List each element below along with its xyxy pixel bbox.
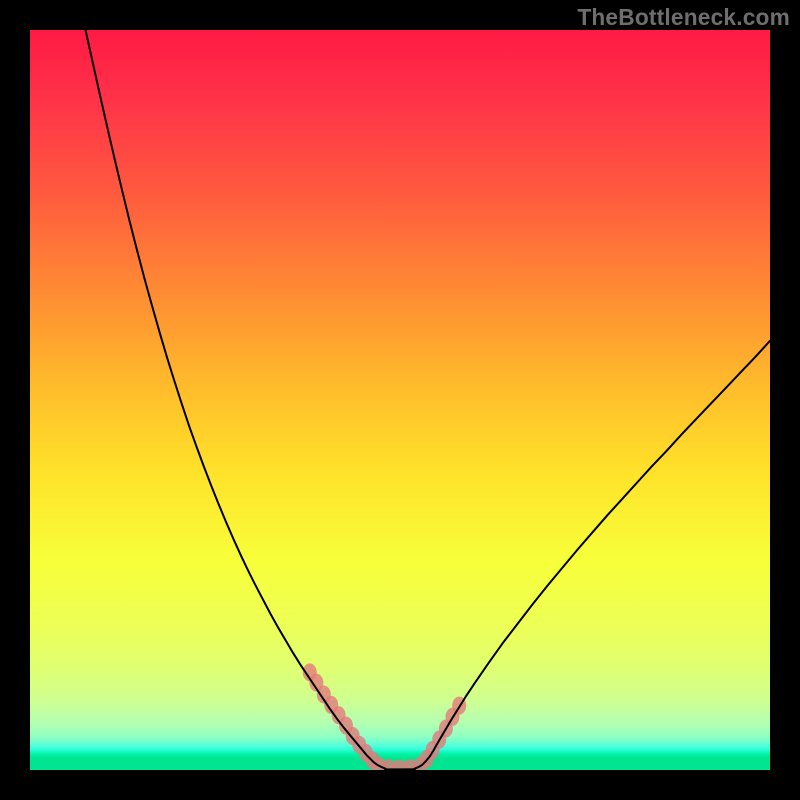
- gradient-background: [30, 30, 770, 770]
- watermark-label: TheBottleneck.com: [577, 4, 790, 31]
- bottleneck-curve-chart: [30, 30, 770, 770]
- plot-area: [30, 30, 770, 770]
- plot-outer-frame: TheBottleneck.com: [0, 0, 800, 800]
- chart-container: TheBottleneck.com: [0, 0, 800, 800]
